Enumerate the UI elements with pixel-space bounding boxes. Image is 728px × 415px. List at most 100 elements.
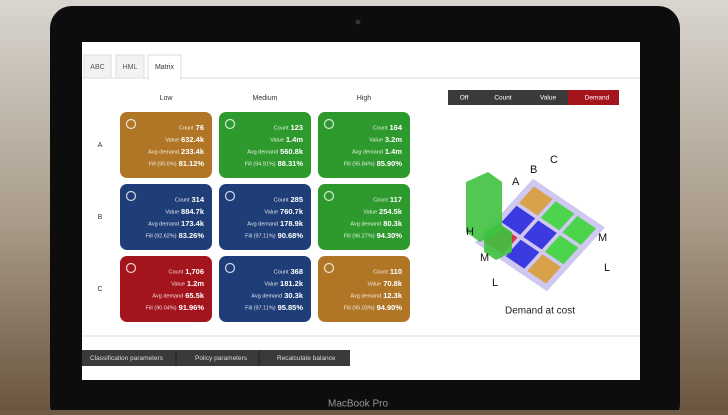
- cell-value: 233.4k: [181, 147, 205, 156]
- row-label: A: [98, 142, 103, 149]
- cell-label: Count: [373, 197, 388, 203]
- tab-cover: [149, 77, 180, 80]
- cell-label: Fill (94.91%): [245, 161, 276, 167]
- bar-3d: [484, 224, 512, 260]
- cell-label: Count: [175, 197, 190, 203]
- cell-label: Avg demand: [148, 149, 179, 155]
- bottom-button[interactable]: Recalculate balance: [277, 355, 336, 362]
- cell-label: Count: [373, 125, 388, 131]
- matrix-cell[interactable]: [318, 184, 410, 250]
- cell-label: Fill (90.04%): [146, 305, 177, 311]
- cell-value: 884.7k: [181, 207, 205, 216]
- cell-label: Avg demand: [352, 149, 383, 155]
- cell-icon: [224, 190, 236, 202]
- matrix-cell[interactable]: [120, 112, 212, 178]
- tile: [523, 220, 557, 250]
- cell-icon: [323, 190, 335, 202]
- cell-label: Count: [179, 125, 194, 131]
- tab-label: Matrix: [155, 64, 175, 71]
- tile: [527, 254, 562, 284]
- cell-icon: [125, 118, 137, 130]
- cell-label: Value: [264, 281, 278, 287]
- matrix-cell[interactable]: [219, 184, 311, 250]
- axis-letter: M: [480, 252, 489, 264]
- tile: [540, 201, 575, 231]
- column-header: Medium: [253, 95, 278, 102]
- cell-value: 254.5k: [379, 207, 403, 216]
- cell-value: 1.4m: [286, 135, 303, 144]
- cell-value: 173.4k: [181, 219, 205, 228]
- matrix-cell[interactable]: [318, 256, 410, 322]
- cell-value: 30.3k: [284, 291, 304, 300]
- cell-label: Count: [274, 125, 289, 131]
- cell-value: 164: [389, 123, 402, 132]
- cell-value: 83.26%: [179, 231, 205, 240]
- column-header: High: [357, 95, 372, 102]
- tab[interactable]: [83, 54, 112, 79]
- axis-letter: L: [604, 262, 610, 274]
- cell-label: Count: [169, 269, 184, 275]
- axis-letter: C: [550, 154, 558, 166]
- cell-label: Avg demand: [247, 149, 278, 155]
- cell-value: 285: [290, 195, 303, 204]
- cell-value: 123: [290, 123, 303, 132]
- axis-letter: H: [466, 226, 474, 238]
- cell-value: 94.90%: [377, 303, 403, 312]
- matrix-cell[interactable]: [120, 184, 212, 250]
- tile: [505, 239, 540, 269]
- axis-letter: M: [598, 232, 607, 244]
- cell-label: Fill (90.6%): [149, 161, 177, 167]
- cell-value: 90.68%: [278, 231, 304, 240]
- matrix-cell[interactable]: [219, 256, 311, 322]
- tile: [544, 235, 579, 265]
- cell-value: 12.3k: [383, 291, 403, 300]
- cell-label: Avg demand: [148, 221, 179, 227]
- cell-label: Count: [274, 197, 289, 203]
- matrix-cell[interactable]: [120, 256, 212, 322]
- axis-letter: A: [512, 176, 520, 188]
- cell-label: Fill (97.11%): [245, 305, 276, 311]
- matrix-cell[interactable]: [318, 112, 410, 178]
- toggle[interactable]: Off: [460, 95, 469, 102]
- cell-label: Avg demand: [350, 221, 381, 227]
- toggle-active[interactable]: [568, 90, 619, 105]
- tab-label: HML: [123, 64, 138, 71]
- cell-label: Fill (95.84%): [344, 161, 375, 167]
- axis-letter: L: [492, 277, 498, 289]
- tab-active[interactable]: [147, 54, 182, 80]
- matrix-cell[interactable]: [219, 112, 311, 178]
- cell-label: Avg demand: [350, 293, 381, 299]
- toggle[interactable]: Value: [540, 95, 557, 102]
- cell-value: 65.5k: [185, 291, 205, 300]
- bottom-button[interactable]: Classification parameters: [90, 355, 164, 362]
- cell-value: 760.7k: [280, 207, 304, 216]
- cell-icon: [224, 118, 236, 130]
- cell-label: Count: [373, 269, 388, 275]
- cell-label: Avg demand: [247, 221, 278, 227]
- cell-label: Count: [274, 269, 289, 275]
- cell-value: 117: [390, 195, 402, 204]
- tab[interactable]: [115, 54, 145, 79]
- cell-value: 1.4m: [385, 147, 402, 156]
- tile: [562, 215, 597, 246]
- cell-value: 76: [196, 123, 204, 132]
- camera: [355, 19, 361, 25]
- cell-value: 70.8k: [383, 279, 403, 288]
- cell-label: Fill (92.62%): [146, 233, 177, 239]
- cell-value: 632.4k: [181, 135, 205, 144]
- row-label: C: [97, 286, 102, 293]
- cell-label: Value: [363, 209, 377, 215]
- cell-value: 181.2k: [280, 279, 304, 288]
- bottom-button[interactable]: Policy parameters: [195, 355, 248, 362]
- chart-3d: [475, 178, 605, 292]
- cell-label: Avg demand: [251, 293, 282, 299]
- cell-label: Value: [165, 209, 179, 215]
- cell-label: Avg demand: [152, 293, 183, 299]
- cell-value: 81.12%: [179, 159, 205, 168]
- cell-value: 94.30%: [377, 231, 403, 240]
- toggle[interactable]: Demand: [585, 95, 610, 102]
- toggle[interactable]: Count: [494, 95, 512, 102]
- cell-label: Fill (97.11%): [245, 233, 276, 239]
